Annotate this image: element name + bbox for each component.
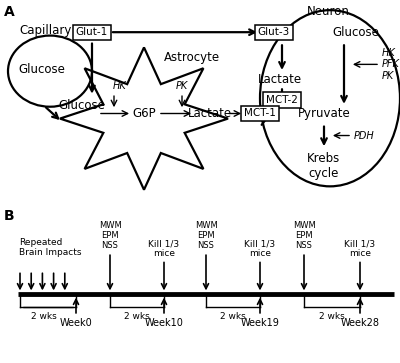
Text: PFK: PFK [382,60,400,69]
Text: Astrocyte: Astrocyte [164,51,220,64]
Text: HK: HK [382,48,396,57]
Text: Kill 1/3
mice: Kill 1/3 mice [344,239,376,258]
Text: Lactate: Lactate [258,73,302,86]
Text: Week10: Week10 [144,318,184,328]
Text: G6P: G6P [132,107,156,120]
Text: Week0: Week0 [60,318,92,328]
Text: Neuron: Neuron [306,5,350,19]
Text: 2 wks: 2 wks [220,312,246,321]
Text: Pyruvate: Pyruvate [298,107,350,120]
Text: Capillary: Capillary [20,24,72,37]
Text: 2 wks: 2 wks [319,312,345,321]
Text: Glucose: Glucose [18,63,66,76]
Text: PK: PK [382,71,394,81]
Text: Kill 1/3
mice: Kill 1/3 mice [148,239,180,258]
Text: Glut-3: Glut-3 [258,27,290,37]
Text: MWM
EPM
NSS: MWM EPM NSS [293,221,315,250]
Text: Week28: Week28 [340,318,380,328]
Text: Kill 1/3
mice: Kill 1/3 mice [244,239,276,258]
Text: PK: PK [176,81,188,91]
Text: PDH: PDH [354,131,375,140]
Text: Glucose: Glucose [332,26,379,39]
Text: MCT-2: MCT-2 [266,95,298,105]
Text: B: B [4,209,15,223]
Text: Repeated
Brain Impacts: Repeated Brain Impacts [19,238,82,257]
Text: MWM
EPM
NSS: MWM EPM NSS [99,221,121,250]
Text: MWM
EPM
NSS: MWM EPM NSS [195,221,217,250]
Text: HK: HK [113,81,127,91]
Text: Krebs
cycle: Krebs cycle [307,152,341,180]
Text: 2 wks: 2 wks [124,312,150,321]
Text: Lactate: Lactate [188,107,232,120]
Text: MCT-1: MCT-1 [244,109,276,118]
Text: Glut-1: Glut-1 [76,27,108,37]
Text: Week19: Week19 [240,318,280,328]
Text: 2 wks: 2 wks [31,312,57,321]
Text: A: A [4,5,15,19]
Text: Glucose: Glucose [58,98,106,111]
